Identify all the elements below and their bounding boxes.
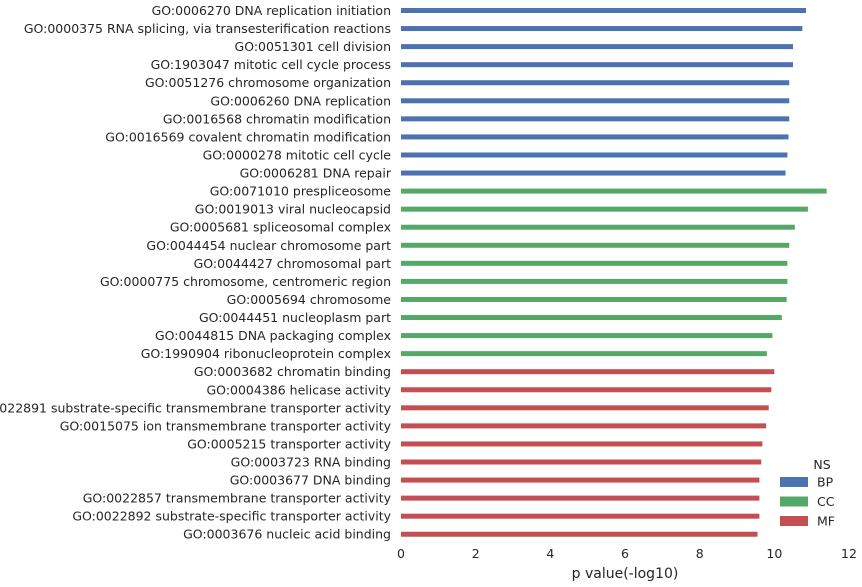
category-label: GO:0051301 cell division xyxy=(235,39,391,54)
bar xyxy=(401,170,786,176)
bar xyxy=(401,224,795,230)
bar xyxy=(401,152,788,158)
bar xyxy=(401,423,767,429)
category-label: GO:0044454 nuclear chromosome part xyxy=(146,238,391,253)
x-axis-title: p value(-log10) xyxy=(572,566,679,582)
legend-label: CC xyxy=(817,494,835,509)
bar xyxy=(401,513,760,519)
bar xyxy=(401,441,763,447)
legend-swatch xyxy=(780,496,808,507)
bar xyxy=(401,333,773,339)
category-label: GO:0000278 mitotic cell cycle xyxy=(203,147,392,162)
category-label: GO:0006270 DNA replication initiation xyxy=(152,3,391,18)
category-label: GO:0044815 DNA packaging complex xyxy=(155,328,391,343)
category-label: GO:0005681 spliceosomal complex xyxy=(170,220,391,235)
bar xyxy=(401,206,808,212)
category-label: GO:0006260 DNA replication xyxy=(210,93,391,108)
x-tick-label: 2 xyxy=(472,546,480,561)
bar xyxy=(401,369,775,375)
category-label: GO:0044427 chromosomal part xyxy=(194,256,391,271)
category-label: GO:0015075 ion transmembrane transporter… xyxy=(60,418,392,433)
category-label: GO:0016568 chromatin modification xyxy=(163,111,391,126)
x-tick-label: 0 xyxy=(397,546,405,561)
category-label: GO:0000775 chromosome, centromeric regio… xyxy=(100,274,391,289)
bars-layer xyxy=(401,8,827,537)
bar xyxy=(401,188,827,194)
bar xyxy=(401,315,782,321)
category-labels: GO:0006270 DNA replication initiation GO:… xyxy=(0,3,392,542)
bar xyxy=(401,477,760,483)
bar xyxy=(401,98,790,104)
bar xyxy=(401,44,793,50)
bar xyxy=(401,296,787,302)
bar xyxy=(401,531,758,537)
legend-swatch xyxy=(780,516,808,526)
bar xyxy=(401,260,788,266)
category-label: GO:0051276 chromosome organization xyxy=(145,75,391,90)
category-label: GO:0006281 DNA repair xyxy=(240,166,392,181)
x-axis-ticks: 0 2 4 6 8 10 12 xyxy=(397,546,857,561)
legend-label: BP xyxy=(817,475,834,490)
category-label: GO:0003723 RNA binding xyxy=(231,455,391,470)
x-tick-label: 12 xyxy=(841,546,857,561)
category-label: GO:1990904 ribonucleoprotein complex xyxy=(141,346,391,361)
category-label: GO:0005215 transporter activity xyxy=(187,436,391,451)
category-label: GO:0005694 chromosome xyxy=(227,292,392,307)
bar xyxy=(401,8,807,13)
x-tick-label: 10 xyxy=(766,546,782,561)
bar xyxy=(401,134,789,140)
legend-items: BP CC MF xyxy=(780,475,835,529)
bar xyxy=(401,278,788,284)
legend-title: NS xyxy=(813,457,830,472)
bar xyxy=(401,405,769,411)
bar xyxy=(401,242,790,248)
bar xyxy=(401,387,772,393)
category-label: GO:0000375 RNA splicing, via transesteri… xyxy=(24,21,391,36)
category-label: GO:0016569 covalent chromatin modificati… xyxy=(105,129,391,144)
category-label: GO:0019013 viral nucleocapsid xyxy=(195,202,391,217)
bar xyxy=(401,80,790,86)
legend-label: MF xyxy=(817,514,835,529)
bar xyxy=(401,495,760,501)
category-label: GO:0044451 nucleoplasm part xyxy=(199,310,391,325)
legend-swatch xyxy=(780,477,808,487)
category-label: GO:0004386 helicase activity xyxy=(206,382,391,397)
bar xyxy=(401,26,803,32)
bar xyxy=(401,459,762,465)
x-tick-label: 8 xyxy=(696,546,704,561)
legend: NS BP CC MF xyxy=(780,457,835,529)
category-label: GO:0022857 transmembrane transporter act… xyxy=(83,491,392,506)
bar xyxy=(401,116,790,122)
bar xyxy=(401,62,793,68)
category-label: GO:0003677 DNA binding xyxy=(230,473,391,488)
category-label: GO:0022892 substrate-specific transporte… xyxy=(72,509,391,524)
bar xyxy=(401,351,767,357)
category-label: GO:0022891 substrate-specific transmembr… xyxy=(0,400,392,415)
x-tick-label: 4 xyxy=(546,546,554,561)
category-label: GO:0003676 nucleic acid binding xyxy=(183,527,391,542)
x-tick-label: 6 xyxy=(621,546,629,561)
category-label: GO:1903047 mitotic cell cycle process xyxy=(151,57,391,72)
category-label: GO:0003682 chromatin binding xyxy=(194,364,391,379)
category-label: GO:0071010 prespliceosome xyxy=(210,184,392,199)
